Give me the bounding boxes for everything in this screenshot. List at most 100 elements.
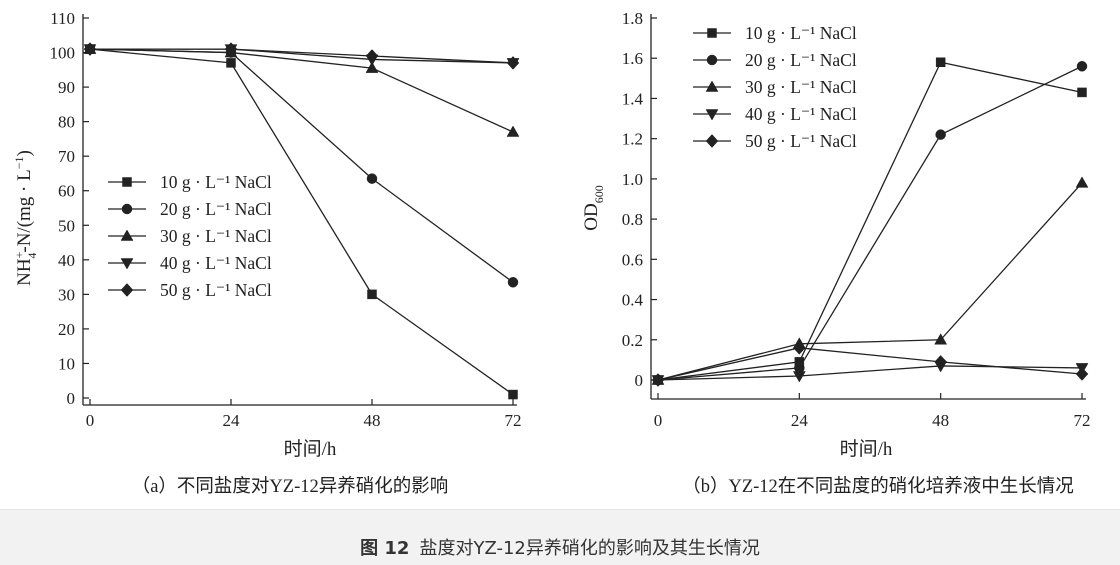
chart-b-series-2-point [1076,61,1088,72]
chart-a-y-tick-label: 10 [58,354,75,373]
chart-a-legend: 10 g · L⁻¹ NaCl 20 g · L⁻¹ NaCl 30 g · L⁻¹… [108,172,272,300]
chart-a-y-tick-label: 80 [58,113,75,132]
chart-b-x-tick-label: 72 [1074,411,1091,430]
chart-b-y-tick-label: 1.6 [622,49,643,68]
chart-b-series-4-line [657,365,1083,381]
chart-a-series-5-point [83,42,97,56]
chart-b-series-2-point [935,129,946,140]
chart-b-caption: （b）YZ-12在不同盐度的硝化培养液中生长情况 [682,476,1074,497]
chart-a-series-1-point [508,389,518,400]
chart-b-y-tick-label: 0.2 [622,331,643,350]
chart-b-y-tick-label: 0.4 [622,291,644,310]
chart-b-series-4-point [792,371,806,383]
chart-b-legend-marker [705,80,719,92]
chart-b-series-1-line [657,61,1083,381]
chart-a-legend-marker [121,203,133,215]
chart-a-series-5-point [224,42,238,56]
chart-a-legend-marker [120,283,134,297]
chart-b-legend-marker [705,134,719,148]
chart-b-legend-label: 40 g · L⁻¹ NaCl [745,104,857,124]
chart-a-y-tick-label: 70 [58,147,75,166]
chart-a-y-tick-label: 100 [50,44,76,63]
chart-b-series-5 [651,340,1089,387]
chart-b-series-5-point [792,340,806,355]
chart-a-series-2-line [89,48,514,283]
chart-a-x-axis-title: 时间/h [284,438,337,460]
chart-a-series-3-point [506,125,520,137]
chart-a-y-tick-label: 30 [58,285,75,304]
chart-a-series-1-point [367,289,377,300]
chart-a-series-5-point [365,49,379,63]
chart-a-legend-marker [120,258,134,270]
chart-b-series-5-point [651,373,665,387]
chart-a-series-2 [84,43,519,288]
chart-a-x-tick-label: 24 [223,411,241,430]
chart-a-y-tick-label: 90 [58,78,75,97]
figure-caption-label: 图 12 [360,538,410,559]
chart-b-od600-growth: 0 0.2 0.4 0.6 0.8 1.0 1.2 1.4 1.6 1.8 0 24 48 72 时间/h O… [581,9,1091,497]
figure-caption-text: 盐度对YZ-12异养硝化的影响及其生长情况 [419,538,760,559]
figure-caption: 图 12 盐度对YZ-12异养硝化的影响及其生长情况 [0,534,1120,560]
chart-a-series-2-point [507,277,519,288]
chart-a-y-tick-label: 60 [58,182,75,201]
chart-b-y-tick-label: 1.8 [622,9,643,28]
chart-a-series-1-line [89,48,514,396]
chart-b-series-5-line [657,347,1083,381]
chart-a-y-tick-label: 50 [58,216,75,235]
chart-b-y-tick-label: 0.6 [622,250,643,269]
chart-a-series-5 [83,42,520,70]
chart-b-x-tick-label: 24 [791,411,809,430]
chart-a-series-3-line [89,48,514,133]
chart-a-legend-label: 40 g · L⁻¹ NaCl [160,253,272,273]
chart-b-y-tick-label: 0 [635,371,644,390]
chart-b-legend-label: 10 g · L⁻¹ NaCl [745,23,857,43]
chart-a-legend-label: 20 g · L⁻¹ NaCl [160,199,272,219]
chart-b-series-5-point [1075,367,1089,381]
chart-b-series-3-line [657,182,1083,381]
chart-a-x-tick-label: 48 [364,411,381,430]
chart-b-legend-marker [707,28,717,38]
chart-a-x-tick-label: 0 [86,411,95,430]
chart-a-series-3 [83,42,520,137]
chart-a-y-axis-title: NH+4-N/(mg · L−1) [12,150,39,286]
chart-a-y-tick-label: 0 [67,389,76,408]
chart-a-caption: （a）不同盐度对YZ-12异养硝化的影响 [132,476,449,497]
chart-b-series-3 [651,176,1089,385]
chart-a-legend-label: 10 g · L⁻¹ NaCl [160,172,272,192]
chart-b-y-tick-label: 1.2 [622,130,643,149]
chart-a-y-tick-label: 40 [58,251,75,270]
chart-a-series-3-point [365,61,379,73]
chart-b-series-3-point [1075,176,1089,188]
chart-a-legend-marker [120,229,134,241]
chart-b-series-3-point [934,333,948,345]
chart-b-legend-label: 30 g · L⁻¹ NaCl [745,77,857,97]
chart-a-series-2-point [366,173,378,184]
chart-b-legend-marker [705,109,719,121]
chart-a-legend-label: 50 g · L⁻¹ NaCl [160,280,272,300]
chart-b-legend-marker [706,54,718,66]
chart-b-y-tick-label: 1.0 [622,170,643,189]
chart-b-series-1-point [1077,87,1087,98]
chart-a-series-5-point [506,56,520,70]
chart-a-legend-label: 30 g · L⁻¹ NaCl [160,226,272,246]
chart-b-y-axis-title: OD600 [581,185,606,230]
chart-b-series-1-point [935,57,946,67]
chart-a-y-tick-label: 20 [58,320,75,339]
chart-a-x-tick-label: 72 [505,411,522,430]
chart-a-nh4-removal: 0 10 20 30 40 50 60 70 80 90 100 110 0 24 48 72 时间/h NH+4… [12,9,522,497]
chart-b-legend-label: 50 g · L⁻¹ NaCl [745,131,857,151]
chart-a-series-4 [83,44,520,70]
chart-b-legend-label: 20 g · L⁻¹ NaCl [745,50,857,70]
chart-b-x-axis-title: 时间/h [840,438,893,460]
caption-band [0,509,1120,565]
chart-b-y-tick-label: 0.8 [622,210,643,229]
chart-a-legend-marker [122,177,132,187]
chart-b-x-tick-label: 48 [932,411,949,430]
chart-b-series-5-point [934,355,948,369]
chart-b-y-tick-label: 1.4 [622,89,644,108]
chart-a-series-1-point [226,58,236,68]
chart-a-series-1 [85,44,518,400]
chart-a-y-tick-label: 110 [50,9,75,28]
chart-b-x-tick-label: 0 [654,411,663,430]
